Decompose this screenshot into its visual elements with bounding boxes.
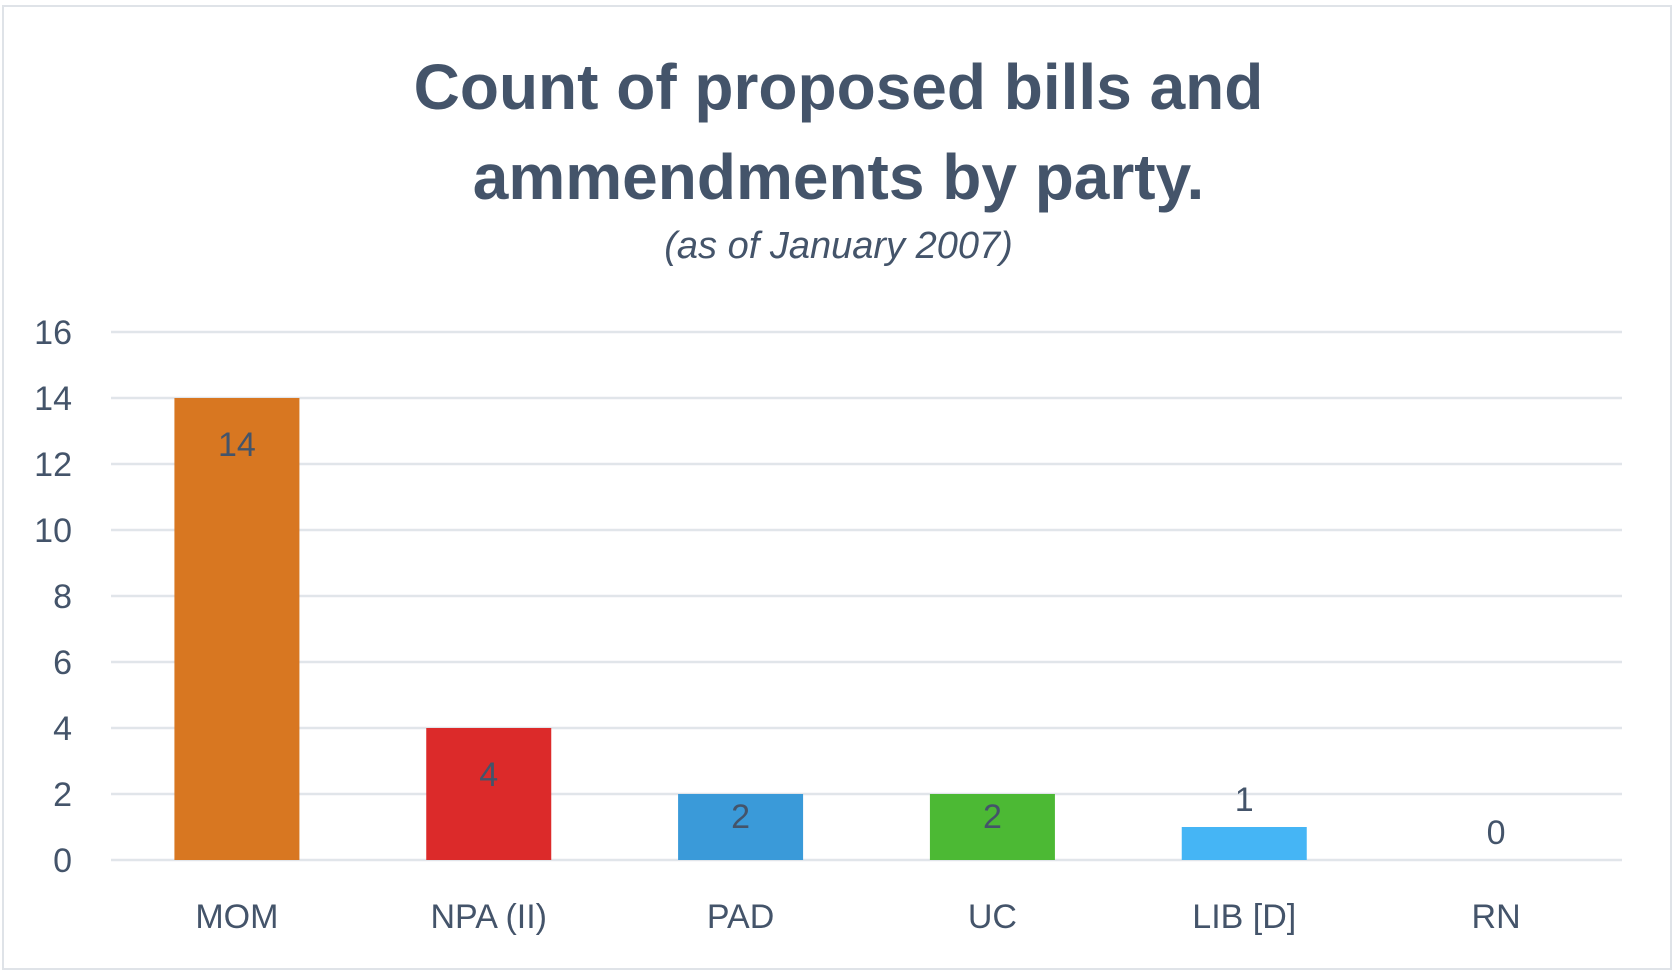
x-tick-label: NPA (II) [431, 898, 548, 936]
bar [426, 728, 552, 860]
x-tick-label: UC [968, 898, 1017, 936]
bar [678, 794, 804, 860]
y-tick-label: 4 [53, 710, 72, 748]
x-tick-label: PAD [707, 898, 774, 936]
x-tick-label: MOM [195, 898, 278, 936]
bar [174, 398, 300, 860]
chart-subtitle: (as of January 2007) [664, 225, 1013, 267]
y-tick-label: 14 [34, 380, 72, 418]
bar [929, 794, 1055, 860]
data-label: 1 [1235, 781, 1254, 819]
bar [1181, 827, 1307, 860]
y-tick-label: 2 [53, 776, 72, 814]
x-tick-label: LIB [D] [1192, 898, 1296, 936]
x-tick-label: RN [1472, 898, 1521, 936]
y-tick-label: 0 [53, 842, 72, 880]
y-tick-label: 6 [53, 644, 72, 682]
y-tick-label: 10 [34, 512, 72, 550]
data-label: 14 [218, 426, 256, 464]
data-label: 2 [983, 798, 1002, 836]
data-label: 0 [1487, 814, 1506, 852]
chart-title-line2: ammendments by party. [472, 141, 1205, 213]
data-label: 2 [731, 798, 750, 836]
y-tick-label: 8 [53, 578, 72, 616]
chart-title-line1: Count of proposed bills and [413, 51, 1264, 123]
y-tick-label: 12 [34, 446, 72, 484]
y-tick-label: 16 [34, 314, 72, 352]
data-label: 4 [479, 756, 498, 794]
chart-frame [2, 5, 1672, 970]
